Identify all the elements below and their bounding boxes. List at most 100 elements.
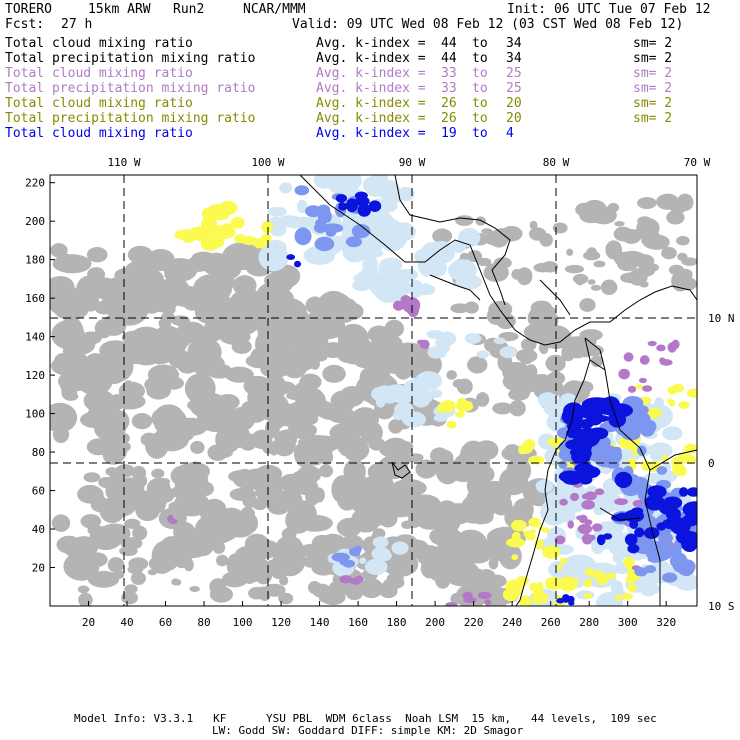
- gray-cloud-patch: [384, 576, 405, 590]
- purple-cloud-patch: [585, 491, 597, 501]
- darkblue-cloud-patch: [568, 601, 575, 606]
- purple-cloud-patch: [656, 344, 666, 352]
- gray-cloud-patch: [251, 429, 273, 450]
- legend-to: 34: [506, 36, 522, 51]
- y-tick-label: 140: [25, 331, 45, 344]
- gray-cloud-patch: [104, 496, 134, 518]
- legend-to-word: to: [472, 111, 488, 126]
- gray-cloud-patch: [564, 264, 585, 274]
- gray-cloud-patch: [572, 273, 589, 285]
- organization-label: NCAR/MMM: [243, 2, 306, 17]
- gray-cloud-patch: [304, 435, 341, 453]
- gray-cloud-patch: [50, 243, 68, 258]
- physics-info-line: LW: Godd SW: Goddard DIFF: simple KM: 2D…: [212, 724, 524, 737]
- lightblue-cloud-patch: [499, 346, 518, 359]
- gray-cloud-patch: [578, 346, 594, 358]
- yellow-cloud-patch: [529, 582, 538, 592]
- forecast-label: Fcst:: [5, 17, 45, 32]
- gray-cloud-patch: [131, 412, 153, 430]
- gray-cloud-patch: [322, 364, 346, 383]
- gray-cloud-patch: [161, 304, 176, 315]
- gray-cloud-patch: [377, 485, 403, 500]
- gray-cloud-patch: [676, 235, 690, 246]
- gray-cloud-patch: [183, 558, 194, 572]
- midblue-cloud-patch: [322, 223, 344, 234]
- purple-cloud-patch: [659, 357, 666, 364]
- darkblue-cloud-patch: [661, 518, 686, 530]
- purple-cloud-patch: [402, 297, 421, 314]
- lightblue-cloud-patch: [342, 241, 367, 263]
- gray-cloud-patch: [330, 390, 357, 412]
- yellow-cloud-patch: [511, 531, 521, 542]
- gray-cloud-patch: [508, 388, 530, 401]
- yellow-cloud-patch: [522, 439, 536, 451]
- darkblue-cloud-patch: [558, 470, 582, 483]
- gray-cloud-patch: [513, 498, 534, 521]
- purple-cloud-patch: [647, 340, 657, 347]
- gray-cloud-patch: [209, 586, 234, 603]
- longitude-label: 110 W: [107, 156, 140, 169]
- darkblue-cloud-patch: [624, 533, 638, 546]
- legend-avg: Avg. k-index =: [316, 126, 426, 141]
- yellow-cloud-patch: [645, 407, 662, 419]
- gray-cloud-patch: [408, 512, 422, 528]
- purple-cloud-patch: [554, 535, 566, 545]
- darkblue-cloud-patch: [569, 447, 587, 458]
- yellow-cloud-patch: [625, 575, 637, 584]
- lightblue-cloud-patch: [593, 503, 605, 516]
- y-tick-label: 120: [25, 369, 45, 382]
- gray-cloud-patch: [146, 477, 171, 499]
- gray-cloud-patch: [307, 580, 322, 595]
- x-tick-label: 20: [82, 616, 95, 629]
- gray-cloud-patch: [148, 496, 166, 514]
- x-tick-label: 100: [233, 616, 253, 629]
- darkblue-cloud-patch: [354, 196, 370, 207]
- x-tick-label: 140: [310, 616, 330, 629]
- gray-cloud-patch: [453, 573, 466, 581]
- gray-cloud-patch: [583, 250, 601, 261]
- gray-cloud-patch: [661, 246, 677, 260]
- gray-cloud-patch: [132, 525, 148, 541]
- purple-cloud-patch: [578, 514, 588, 524]
- legend-field: Total cloud mixing ratio: [5, 36, 193, 51]
- legend-field: Total cloud mixing ratio: [5, 126, 193, 141]
- yellow-cloud-patch: [686, 388, 697, 398]
- yellow-cloud-patch: [532, 597, 540, 604]
- gray-cloud-patch: [280, 475, 297, 485]
- yellow-cloud-patch: [583, 592, 592, 600]
- legend-sm: sm= 2: [633, 66, 673, 81]
- gray-cloud-patch: [267, 317, 307, 349]
- midblue-cloud-patch: [314, 236, 335, 252]
- gray-cloud-patch: [278, 592, 294, 605]
- lightblue-cloud-patch: [476, 350, 490, 359]
- gray-cloud-patch: [255, 468, 267, 476]
- yellow-cloud-patch: [635, 384, 644, 390]
- longitude-label: 100 W: [251, 156, 284, 169]
- x-tick-label: 220: [464, 616, 484, 629]
- purple-cloud-patch: [559, 498, 568, 506]
- gray-cloud-patch: [189, 585, 200, 592]
- plot-frame: [49, 174, 698, 607]
- gray-cloud-patch: [467, 356, 488, 374]
- gray-cloud-patch: [187, 255, 211, 272]
- purple-cloud-patch: [570, 492, 579, 502]
- gray-cloud-patch: [150, 553, 174, 574]
- gray-cloud-patch: [579, 209, 604, 224]
- gray-cloud-patch: [561, 344, 576, 362]
- gray-cloud-patch: [127, 245, 153, 264]
- gray-cloud-patch: [97, 299, 115, 315]
- gray-cloud-patch: [632, 268, 644, 280]
- lightblue-cloud-patch: [371, 386, 392, 402]
- purple-cloud-patch: [581, 500, 595, 510]
- x-tick-label: 240: [502, 616, 522, 629]
- lightblue-cloud-patch: [427, 376, 443, 386]
- yellow-cloud-patch: [641, 396, 652, 404]
- gray-cloud-patch: [89, 276, 113, 294]
- darkblue-cloud-patch: [665, 507, 681, 522]
- gray-cloud-patch: [488, 535, 507, 552]
- gray-cloud-patch: [339, 490, 352, 501]
- gray-cloud-patch: [511, 269, 523, 280]
- gray-cloud-patch: [241, 474, 260, 491]
- yellow-cloud-patch: [530, 517, 539, 524]
